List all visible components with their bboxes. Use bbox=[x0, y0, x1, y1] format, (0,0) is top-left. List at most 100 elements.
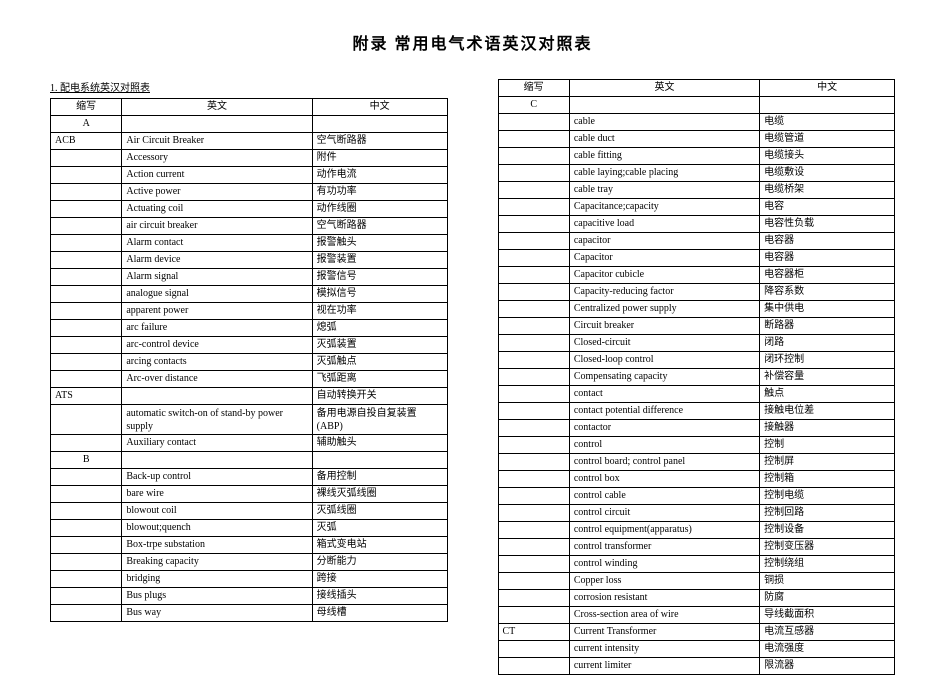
table-row: contact potential difference接触电位差 bbox=[498, 403, 895, 420]
table-cell bbox=[498, 216, 569, 233]
table-row: Capacitor cubicle电容器柜 bbox=[498, 267, 895, 284]
table-cell: control circuit bbox=[569, 505, 759, 522]
table-row: bare wire裸线灭弧线圈 bbox=[51, 486, 448, 503]
section-label: 1. 配电系统英汉对照表 bbox=[50, 79, 448, 94]
table-cell bbox=[498, 250, 569, 267]
table-row: capacitive load电容性负载 bbox=[498, 216, 895, 233]
table-cell: automatic switch-on of stand-by power su… bbox=[122, 405, 312, 435]
table-row: analogue signal模拟信号 bbox=[51, 286, 448, 303]
table-cell: 接线插头 bbox=[312, 588, 447, 605]
table-row: control box控制箱 bbox=[498, 471, 895, 488]
table-row: Actuating coil动作线圈 bbox=[51, 201, 448, 218]
table-cell bbox=[498, 641, 569, 658]
table-cell: arcing contacts bbox=[122, 354, 312, 371]
table-cell bbox=[498, 539, 569, 556]
table-cell: A bbox=[51, 116, 122, 133]
table-cell bbox=[498, 505, 569, 522]
table-cell: Auxiliary contact bbox=[122, 435, 312, 452]
table-cell bbox=[498, 386, 569, 403]
table-cell bbox=[122, 452, 312, 469]
table-cell: Capacitor cubicle bbox=[569, 267, 759, 284]
table-cell bbox=[312, 116, 447, 133]
table-cell: Compensating capacity bbox=[569, 369, 759, 386]
table-cell: arc-control device bbox=[122, 337, 312, 354]
table-cell bbox=[498, 267, 569, 284]
table-cell: B bbox=[51, 452, 122, 469]
table-cell: Box-trpe substation bbox=[122, 537, 312, 554]
table-cell: blowout coil bbox=[122, 503, 312, 520]
table-row: Alarm device报警装置 bbox=[51, 252, 448, 269]
table-row: control transformer控制变压器 bbox=[498, 539, 895, 556]
table-row: cable laying;cable placing电缆敷设 bbox=[498, 165, 895, 182]
table-cell: Alarm contact bbox=[122, 235, 312, 252]
table-row: ACBAir Circuit Breaker空气断路器 bbox=[51, 133, 448, 150]
table-cell: 电容器柜 bbox=[760, 267, 895, 284]
table-row: automatic switch-on of stand-by power su… bbox=[51, 405, 448, 435]
table-cell bbox=[498, 658, 569, 675]
table-cell: control transformer bbox=[569, 539, 759, 556]
table-row: Alarm contact报警触头 bbox=[51, 235, 448, 252]
table-cell: Breaking capacity bbox=[122, 554, 312, 571]
table-cell: cable bbox=[569, 114, 759, 131]
table-cell: Current Transformer bbox=[569, 624, 759, 641]
table-cell: Accessory bbox=[122, 150, 312, 167]
table-row: arcing contacts灭弧触点 bbox=[51, 354, 448, 371]
table-cell bbox=[498, 335, 569, 352]
table-cell: 空气断路器 bbox=[312, 133, 447, 150]
table-cell: current limiter bbox=[569, 658, 759, 675]
table-row: control equipment(apparatus)控制设备 bbox=[498, 522, 895, 539]
table-cell: Bus way bbox=[122, 605, 312, 622]
table-cell: Closed-circuit bbox=[569, 335, 759, 352]
table-cell: 接触器 bbox=[760, 420, 895, 437]
table-cell: 飞弧距离 bbox=[312, 371, 447, 388]
table-cell: ATS bbox=[51, 388, 122, 405]
table-row: Compensating capacity补偿容量 bbox=[498, 369, 895, 386]
table-cell bbox=[51, 605, 122, 622]
table-cell: 电容 bbox=[760, 199, 895, 216]
table-cell bbox=[498, 284, 569, 301]
table-cell: contactor bbox=[569, 420, 759, 437]
table-cell bbox=[51, 520, 122, 537]
table-cell: capacitive load bbox=[569, 216, 759, 233]
table-cell: 附件 bbox=[312, 150, 447, 167]
left-column: 1. 配电系统英汉对照表 缩写 英文 中文 AACBAir Circuit Br… bbox=[50, 79, 448, 675]
table-cell: 模拟信号 bbox=[312, 286, 447, 303]
table-cell: Centralized power supply bbox=[569, 301, 759, 318]
table-cell: Action current bbox=[122, 167, 312, 184]
table-cell bbox=[122, 116, 312, 133]
table-row: blowout coil灭弧线圈 bbox=[51, 503, 448, 520]
table-cell: Back-up control bbox=[122, 469, 312, 486]
table-cell bbox=[51, 235, 122, 252]
table-cell: 电流强度 bbox=[760, 641, 895, 658]
table-cell: 集中供电 bbox=[760, 301, 895, 318]
table-row: current limiter限流器 bbox=[498, 658, 895, 675]
right-column: 缩写 英文 中文 Ccable电缆cable duct电缆管道cable fit… bbox=[498, 79, 896, 675]
table-cell: Bus plugs bbox=[122, 588, 312, 605]
table-cell bbox=[51, 303, 122, 320]
table-cell bbox=[51, 150, 122, 167]
table-cell: 辅助触头 bbox=[312, 435, 447, 452]
table-cell: 电缆桥架 bbox=[760, 182, 895, 199]
table-cell: 电容器 bbox=[760, 233, 895, 250]
table-row: Action current动作电流 bbox=[51, 167, 448, 184]
content-columns: 1. 配电系统英汉对照表 缩写 英文 中文 AACBAir Circuit Br… bbox=[50, 79, 895, 675]
table-cell: 电缆管道 bbox=[760, 131, 895, 148]
table-cell: Actuating coil bbox=[122, 201, 312, 218]
table-row: Capacitor电容器 bbox=[498, 250, 895, 267]
table-cell: blowout;quench bbox=[122, 520, 312, 537]
table-cell: cable tray bbox=[569, 182, 759, 199]
table-row: Bus way母线槽 bbox=[51, 605, 448, 622]
table-row: Copper loss铜损 bbox=[498, 573, 895, 590]
table-cell: 报警装置 bbox=[312, 252, 447, 269]
table-cell bbox=[498, 131, 569, 148]
table-cell bbox=[51, 469, 122, 486]
table-cell: bridging bbox=[122, 571, 312, 588]
table-cell bbox=[51, 537, 122, 554]
table-cell: air circuit breaker bbox=[122, 218, 312, 235]
table-header-row: 缩写 英文 中文 bbox=[498, 80, 895, 97]
table-cell: 控制电缆 bbox=[760, 488, 895, 505]
table-cell: 电缆敷设 bbox=[760, 165, 895, 182]
table-cell bbox=[51, 167, 122, 184]
table-cell bbox=[51, 269, 122, 286]
table-cell: 备用控制 bbox=[312, 469, 447, 486]
